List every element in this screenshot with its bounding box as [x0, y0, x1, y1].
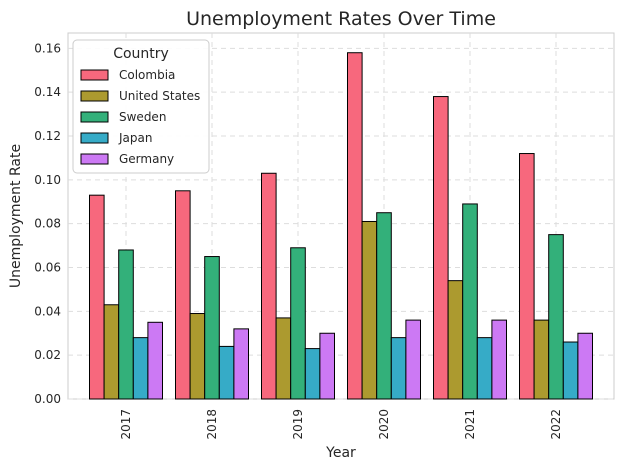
bar	[390, 337, 407, 400]
legend-title: Country	[113, 46, 169, 62]
x-tick-label: 2021	[463, 409, 477, 440]
x-axis-label: Year	[325, 445, 356, 461]
legend-swatch	[80, 153, 109, 165]
y-axis-ticks: 0.00 0.02 0.04 0.06 0.08 0.10 0.12 0.14 0.16	[34, 41, 61, 406]
chart-title: Unemployment Rates Over Time	[186, 8, 496, 30]
y-tick-label: 0.16	[34, 41, 61, 55]
legend: Country Colombia United States Sweden Japan…	[72, 39, 210, 174]
bar	[147, 321, 163, 400]
y-tick-label: 0.14	[34, 85, 61, 99]
legend-label: Germany	[119, 152, 174, 166]
bar	[218, 345, 235, 400]
bar	[577, 332, 594, 400]
y-tick-label: 0.06	[34, 261, 61, 275]
bar	[290, 247, 306, 400]
bar	[189, 313, 206, 400]
bar	[405, 319, 421, 400]
legend-label: United States	[119, 89, 200, 103]
legend-swatch	[80, 111, 109, 123]
bar	[204, 256, 220, 400]
y-tick-label: 0.08	[34, 217, 61, 231]
legend-swatch	[80, 132, 109, 144]
legend-label: Japan	[118, 131, 152, 145]
y-axis-label: Unemployment Rate	[8, 144, 24, 288]
y-tick-label: 0.02	[34, 348, 61, 362]
bar	[132, 337, 149, 400]
bar	[361, 220, 378, 400]
y-tick-label: 0.12	[34, 129, 61, 143]
bar	[462, 203, 478, 400]
bar	[519, 153, 535, 400]
legend-label: Sweden	[119, 110, 166, 124]
x-tick-label: 2017	[119, 409, 133, 440]
legend-label: Colombia	[119, 68, 175, 82]
bar	[233, 328, 249, 400]
legend-items: Colombia United States Sweden Japan Germany	[80, 68, 200, 166]
bar	[118, 249, 134, 400]
y-tick-label: 0.00	[34, 392, 61, 406]
bar	[548, 234, 564, 400]
bar	[304, 348, 321, 400]
bar	[562, 341, 579, 400]
bar	[347, 52, 363, 400]
bar	[103, 304, 120, 400]
bar	[89, 194, 105, 400]
bar	[319, 332, 335, 400]
bar	[275, 317, 292, 400]
bar	[447, 280, 464, 400]
x-tick-label: 2022	[549, 409, 563, 440]
bar	[376, 212, 392, 400]
bar	[433, 96, 449, 400]
legend-swatch	[80, 90, 109, 102]
bar	[491, 319, 507, 400]
bar	[175, 190, 191, 400]
legend-swatch	[80, 69, 109, 81]
bar	[261, 172, 277, 400]
x-tick-label: 2020	[377, 409, 391, 440]
x-tick-label: 2018	[205, 409, 219, 440]
bar	[533, 319, 550, 400]
bars	[89, 52, 594, 400]
x-axis-ticks: 2017 2018 2019 2020 2021 2022	[119, 409, 563, 440]
y-tick-label: 0.04	[34, 304, 61, 318]
y-tick-label: 0.10	[34, 173, 61, 187]
x-tick-label: 2019	[291, 409, 305, 440]
bar	[476, 337, 493, 400]
